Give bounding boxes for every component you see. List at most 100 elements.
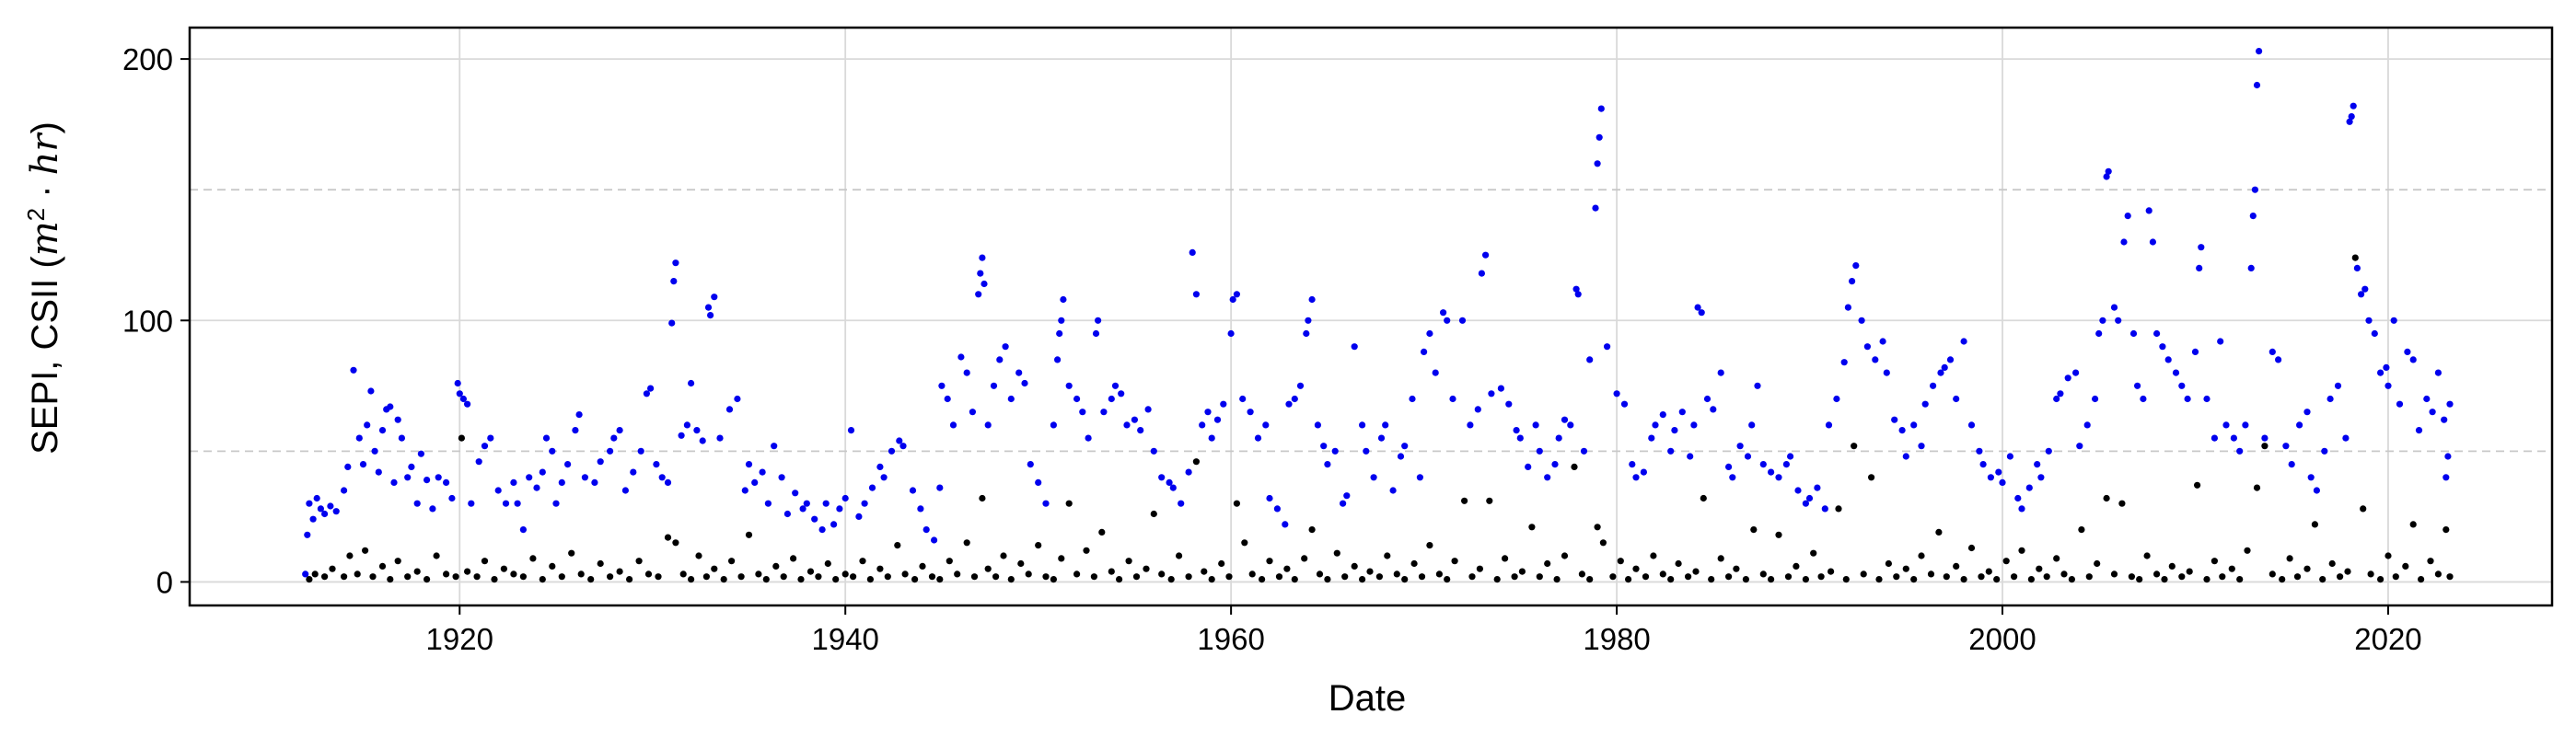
sepi-point-330 xyxy=(2196,264,2203,271)
sepi-point-261 xyxy=(1787,453,1794,460)
sepi-point-222 xyxy=(1561,416,1569,423)
csii-point-50 xyxy=(745,531,753,538)
sepi-point-88 xyxy=(764,500,772,507)
csii-point-235 xyxy=(2293,573,2302,581)
csii-point-8 xyxy=(369,573,377,581)
y-axis-label-prefix: SEPI, CSII ( xyxy=(25,256,65,455)
csii-point-130 xyxy=(1418,573,1426,581)
sepi-point-17 xyxy=(375,468,382,476)
sepi-point-232 xyxy=(1604,343,1611,351)
csii-point-221 xyxy=(2178,573,2186,581)
csii-point-61 xyxy=(841,570,849,578)
csii-point-0 xyxy=(306,576,313,583)
sepi-point-218 xyxy=(1536,447,1543,455)
sepi-point-263 xyxy=(1802,500,1809,507)
sepi-point-308 xyxy=(2083,421,2091,429)
csii-point-163 xyxy=(1692,568,1700,575)
sepi-point-303 xyxy=(2053,395,2060,403)
csii-point-125 xyxy=(1375,573,1383,581)
sepi-point-338 xyxy=(2242,421,2249,429)
csii-point-127 xyxy=(1393,570,1400,578)
sepi-point-298 xyxy=(2018,505,2025,513)
sepi-point-325 xyxy=(2164,356,2172,363)
sepi-point-15 xyxy=(367,387,375,395)
sepi-point-69 xyxy=(664,478,672,487)
sepi-point-364 xyxy=(2371,329,2378,338)
sepi-point-253 xyxy=(1736,443,1744,450)
csii-point-192 xyxy=(1935,528,1943,536)
y-tick-label-0: 0 xyxy=(157,565,173,599)
csii-point-167 xyxy=(1725,573,1733,581)
sepi-point-193 xyxy=(1377,434,1386,442)
sepi-point-206 xyxy=(1458,317,1467,324)
sepi-point-323 xyxy=(2153,329,2161,338)
sepi-point-306 xyxy=(2072,369,2080,376)
sepi-point-92 xyxy=(792,490,799,497)
x-tick-label-1920: 1920 xyxy=(426,622,493,656)
sepi-point-73 xyxy=(678,432,685,439)
csii-point-203 xyxy=(2027,576,2035,583)
sepi-point-238 xyxy=(1648,434,1655,442)
sepi-point-310 xyxy=(2095,329,2103,338)
sepi-point-84 xyxy=(741,487,748,494)
csii-point-117 xyxy=(1308,526,1316,534)
sepi-point-62 xyxy=(621,487,630,494)
sepi-point-25 xyxy=(408,463,415,470)
sepi-point-94 xyxy=(803,500,810,507)
csii-point-199 xyxy=(1993,576,2001,583)
csii-point-143 xyxy=(1528,524,1536,531)
y-tick-label-100: 100 xyxy=(122,304,173,338)
csii-point-13 xyxy=(413,568,421,575)
csii-point-176 xyxy=(1802,576,1809,583)
sepi-point-90 xyxy=(778,474,785,481)
sepi-point-135 xyxy=(1050,421,1057,429)
csii-point-37 xyxy=(635,558,643,565)
csii-point-228 xyxy=(2236,576,2244,583)
sepi-point-368 xyxy=(2390,317,2397,324)
sepi-point-101 xyxy=(847,427,855,434)
sepi-point-280 xyxy=(1902,453,1909,460)
sepi-point-234 xyxy=(1620,400,1629,408)
sepi-point-363 xyxy=(2365,317,2373,324)
csii-point-134 xyxy=(1451,558,1458,565)
csii-point-77 xyxy=(979,494,986,502)
sepi-point-367 xyxy=(2385,382,2392,389)
sepi-point-233 xyxy=(1613,390,1620,398)
csii-point-65 xyxy=(876,565,884,572)
sepi-point-67 xyxy=(653,461,660,468)
csii-point-153 xyxy=(1609,573,1617,581)
sepi-point-287 xyxy=(1946,356,1955,363)
y-axis-label-dot: · xyxy=(25,175,65,208)
sepi-point-214 xyxy=(1513,427,1520,434)
x-tick-label-1940: 1940 xyxy=(811,622,878,656)
sepi-point-157 xyxy=(1169,484,1177,491)
sepi-point-327 xyxy=(2178,382,2186,389)
sepi-point-299 xyxy=(2025,484,2033,491)
sepi-point-109 xyxy=(899,443,907,450)
csii-point-23 xyxy=(500,565,508,572)
sepi-point-117 xyxy=(949,421,957,429)
csii-point-66 xyxy=(884,573,891,581)
csii-point-186 xyxy=(1885,559,1892,568)
csii-point-4 xyxy=(341,573,348,581)
sepi-point-268 xyxy=(1833,395,1840,403)
csii-point-41 xyxy=(672,539,679,547)
sepi-point-355 xyxy=(2334,382,2342,389)
sepi-point-357 xyxy=(2346,118,2353,125)
sepi-point-250 xyxy=(1717,369,1724,376)
sepi-point-140 xyxy=(1065,382,1073,389)
sepi-point-174 xyxy=(1266,494,1273,502)
csii-point-196 xyxy=(1967,544,1976,552)
csii-point-166 xyxy=(1717,555,1724,562)
sepi-point-93 xyxy=(799,505,806,513)
csii-point-198 xyxy=(1985,568,1992,575)
csii-point-215 xyxy=(2128,573,2135,581)
sepi-point-75 xyxy=(688,379,695,387)
sepi-point-28 xyxy=(424,477,431,484)
csii-point-98 xyxy=(1150,510,1157,518)
sepi-point-370 xyxy=(2404,348,2411,355)
csii-point-254 xyxy=(2446,573,2454,581)
sepi-point-241 xyxy=(1667,447,1675,455)
sepi-point-187 xyxy=(1340,500,1347,507)
csii-point-226 xyxy=(2219,573,2226,581)
